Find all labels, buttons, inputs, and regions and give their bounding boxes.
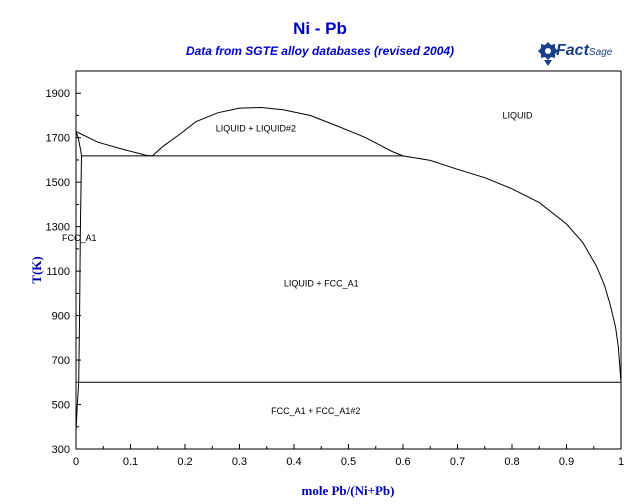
logo-suffix: Sage bbox=[588, 47, 613, 58]
region-label-layer: LIQUID LIQUID + LIQUID#2 FCC_A1 LIQUID + FC… bbox=[62, 110, 533, 416]
chart-subtitle: Data from SGTE alloy databases (revised … bbox=[185, 44, 455, 58]
plot-frame-layer bbox=[75, 70, 622, 450]
y-tick-label: 500 bbox=[52, 400, 70, 412]
plot-frame bbox=[75, 70, 622, 450]
region-label: LIQUID bbox=[502, 110, 533, 120]
x-tick-label: 0.4 bbox=[286, 456, 301, 468]
y-tick-label: 1100 bbox=[46, 266, 70, 278]
y-tick-label: 1900 bbox=[46, 88, 70, 100]
region-label: LIQUID + LIQUID#2 bbox=[216, 123, 296, 133]
x-tick-label: 0.5 bbox=[341, 456, 356, 468]
y-tick-label: 700 bbox=[52, 355, 70, 367]
phase-boundary-3 bbox=[75, 131, 82, 156]
phase-boundary-2 bbox=[402, 155, 622, 383]
y-tick-label: 1700 bbox=[46, 133, 70, 145]
y-axis-label: T(K) bbox=[29, 256, 44, 283]
x-tick-label: 0.6 bbox=[395, 456, 410, 468]
x-tick-label: 0.8 bbox=[504, 456, 519, 468]
phase-boundary-8 bbox=[75, 382, 80, 432]
x-tick-label: 0.7 bbox=[450, 456, 465, 468]
y-tick-label: 1500 bbox=[46, 177, 70, 189]
factsage-logo: FactSage bbox=[536, 40, 622, 70]
region-label: LIQUID + FCC_A1 bbox=[284, 278, 359, 288]
region-label: FCC_A1 bbox=[62, 233, 97, 243]
x-tick-label: 0.1 bbox=[123, 456, 138, 468]
x-axis-label: mole Pb/(Ni+Pb) bbox=[302, 483, 395, 498]
x-tick-label: 0.3 bbox=[232, 456, 247, 468]
x-tick-label: 0 bbox=[73, 456, 79, 468]
x-tick-label: 0.2 bbox=[177, 456, 192, 468]
y-tick-label: 900 bbox=[52, 311, 70, 323]
tick-layer: 0 0.1 0.2 0.3 0.4 0.5 0.6 0.7 0.8 0.9 130050070090… bbox=[46, 88, 625, 468]
factsage-logo-text: FactSage bbox=[556, 42, 612, 60]
y-tick-label: 1300 bbox=[46, 222, 70, 234]
factsage-gear-icon bbox=[538, 42, 558, 66]
region-label: FCC_A1 + FCC_A1#2 bbox=[271, 406, 360, 416]
phase-boundary-0 bbox=[75, 131, 153, 157]
x-tick-label: 0.9 bbox=[559, 456, 574, 468]
phase-boundary-4 bbox=[78, 155, 82, 383]
x-tick-label: 1 bbox=[618, 456, 624, 468]
y-tick-label: 300 bbox=[52, 444, 70, 456]
phase-boundary-layer bbox=[75, 106, 622, 449]
phase-boundary-1 bbox=[151, 106, 404, 157]
logo-brand: Fact bbox=[556, 42, 589, 59]
chart-title: Ni - Pb bbox=[293, 19, 347, 38]
